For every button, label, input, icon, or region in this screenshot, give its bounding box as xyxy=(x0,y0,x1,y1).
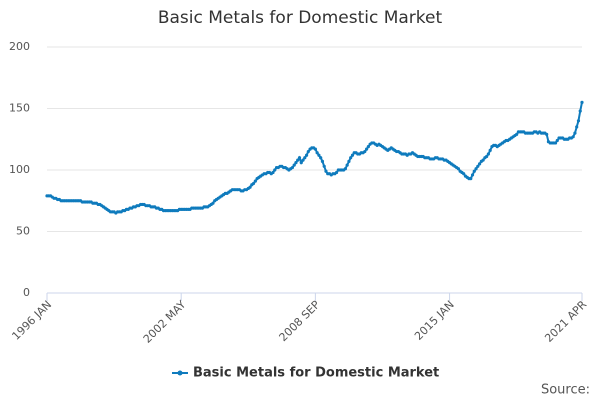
point xyxy=(472,169,476,173)
point xyxy=(303,156,307,160)
point xyxy=(306,149,310,154)
x-tick-label: 2015 JAN xyxy=(412,298,457,343)
point xyxy=(481,158,485,162)
point xyxy=(363,149,367,154)
point xyxy=(253,179,257,183)
point xyxy=(292,163,296,167)
point xyxy=(555,138,559,143)
point xyxy=(273,168,277,172)
y-tick-label: 0 xyxy=(23,286,30,299)
source: Source: xyxy=(541,383,590,398)
point xyxy=(469,177,473,181)
point xyxy=(313,147,317,151)
x-tick-label: 2008 SEP xyxy=(277,298,323,344)
point xyxy=(462,172,466,176)
point xyxy=(366,145,370,149)
point xyxy=(271,170,275,175)
point xyxy=(251,181,256,186)
point xyxy=(248,185,252,189)
point xyxy=(211,201,215,205)
point xyxy=(350,153,355,157)
line xyxy=(47,102,583,215)
point xyxy=(470,173,475,177)
x-tick-label: 2021 APR xyxy=(542,298,589,345)
point xyxy=(294,161,298,165)
chart-title: Basic Metals for Domestic Market xyxy=(158,8,443,28)
y-tick-label: 200 xyxy=(9,40,30,53)
point xyxy=(580,100,584,104)
point xyxy=(296,158,300,162)
point xyxy=(324,169,328,173)
point xyxy=(349,156,353,160)
point xyxy=(486,152,491,156)
point xyxy=(304,153,309,157)
point xyxy=(477,162,482,166)
point xyxy=(571,135,575,139)
point xyxy=(485,154,489,159)
point xyxy=(301,158,305,162)
point xyxy=(576,119,581,123)
point xyxy=(347,159,351,163)
y-tick-label: 100 xyxy=(9,163,30,176)
point xyxy=(553,141,558,145)
point xyxy=(345,163,349,167)
point xyxy=(317,153,321,157)
point xyxy=(575,125,579,129)
point xyxy=(545,132,549,136)
point xyxy=(488,148,492,152)
point xyxy=(573,131,577,135)
legend-label: Basic Metals for Domestic Market xyxy=(193,366,439,381)
point xyxy=(320,159,325,163)
point xyxy=(322,164,326,168)
point xyxy=(474,167,478,171)
y-tick-label: 50 xyxy=(16,225,30,238)
point xyxy=(343,167,347,171)
point xyxy=(364,147,369,151)
point xyxy=(299,161,303,165)
point xyxy=(319,156,323,160)
point xyxy=(578,109,582,113)
point xyxy=(476,164,480,168)
point xyxy=(315,151,319,155)
y-tick-label: 150 xyxy=(9,102,30,115)
point xyxy=(334,170,339,175)
point xyxy=(515,132,519,136)
point xyxy=(290,165,295,170)
point xyxy=(456,167,461,171)
x-tick-label: 2002 MAY xyxy=(141,298,189,346)
x-tick-label: 1996 JAN xyxy=(9,298,54,343)
legend-marker xyxy=(177,370,183,376)
point xyxy=(297,156,302,160)
